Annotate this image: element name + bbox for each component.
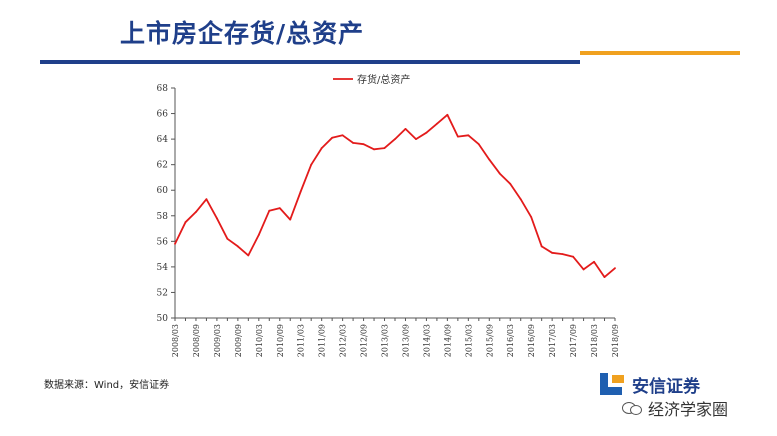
data-point <box>519 198 522 201</box>
data-point <box>320 147 323 149</box>
data-point <box>425 131 428 134</box>
data-point <box>216 217 218 220</box>
x-tick-label: 2010/09 <box>276 324 285 357</box>
y-tick-label: 68 <box>157 84 169 94</box>
x-tick-label: 2015/03 <box>464 324 473 357</box>
data-point <box>341 134 344 137</box>
x-tick-label: 2013/09 <box>401 324 410 357</box>
company-logo: 安信证券 <box>600 370 700 398</box>
x-tick-label: 2011/09 <box>318 324 327 357</box>
data-point <box>551 251 554 254</box>
y-tick-label: 66 <box>157 110 169 120</box>
data-point <box>373 148 375 151</box>
watermark: 经济学家圈 <box>622 396 728 420</box>
data-point <box>603 276 606 279</box>
x-tick-label: 2017/09 <box>569 324 578 357</box>
y-tick-label: 64 <box>157 135 169 145</box>
x-tick-label: 2014/03 <box>422 324 431 357</box>
data-point <box>488 158 491 161</box>
data-point <box>561 253 564 256</box>
x-tick-label: 2009/09 <box>234 324 243 357</box>
x-tick-label: 2017/03 <box>548 324 557 357</box>
chart: 50 52 54 56 58 60 62 64 66 68 2008/03 2008/09 2009/0… <box>135 70 635 370</box>
x-tick-label: 2012/09 <box>360 324 369 357</box>
logo-text: 安信证券 <box>632 376 700 397</box>
data-point <box>394 138 396 141</box>
data-point <box>174 242 176 245</box>
data-point <box>195 211 197 213</box>
data-point <box>572 255 574 258</box>
x-tick-label: 2016/09 <box>527 324 536 357</box>
slide-title: 上市房企存货/总资产 <box>120 19 365 48</box>
data-point <box>226 237 229 240</box>
y-tick-label: 52 <box>157 288 168 298</box>
data-point <box>614 267 616 270</box>
wechat-icon <box>622 400 642 416</box>
data-point <box>540 245 543 248</box>
data-point <box>205 198 208 201</box>
x-tick-label: 2016/03 <box>506 324 515 357</box>
x-tick-label: 2012/03 <box>339 324 348 357</box>
data-point <box>415 138 417 141</box>
title-rule-orange <box>580 51 740 55</box>
chart-svg: 50 52 54 56 58 60 62 64 66 68 2008/03 2008/09 2009/0… <box>157 73 620 357</box>
logo-mark-icon <box>600 373 626 395</box>
x-tick-label: 2008/09 <box>192 324 201 357</box>
data-point <box>236 245 239 248</box>
data-point <box>582 268 585 271</box>
data-point <box>257 234 260 236</box>
title-rule-blue <box>40 60 580 64</box>
y-tick-label: 50 <box>157 314 169 324</box>
x-tick-label: 2009/03 <box>213 324 222 357</box>
y-tick-label: 54 <box>157 263 169 273</box>
data-point <box>299 190 302 193</box>
data-point <box>383 147 386 149</box>
data-point <box>509 182 512 185</box>
watermark-text: 经济学家圈 <box>648 400 729 419</box>
data-point <box>446 113 449 116</box>
data-point <box>456 135 459 138</box>
data-point <box>278 207 281 210</box>
data-point <box>467 134 470 137</box>
y-tick-label: 56 <box>157 237 169 247</box>
data-point <box>404 127 407 130</box>
x-tick-label: 2014/09 <box>443 324 452 357</box>
data-point <box>477 143 480 146</box>
x-tick-label: 2011/03 <box>297 324 306 357</box>
data-point <box>247 254 250 257</box>
data-point <box>593 260 595 263</box>
y-tick-label: 60 <box>157 186 169 196</box>
data-point <box>498 172 501 175</box>
data-point <box>268 209 271 212</box>
x-tick-label: 2010/03 <box>255 324 264 357</box>
x-tick-label: 2018/03 <box>590 324 599 357</box>
x-tick-label: 2008/03 <box>171 324 180 357</box>
data-point <box>436 122 438 125</box>
data-point <box>530 216 533 218</box>
y-tick-label: 62 <box>157 161 168 171</box>
data-source-note: 数据来源：Wind，安信证券 <box>44 380 170 391</box>
data-point <box>184 221 187 224</box>
y-tick-label: 58 <box>157 212 169 222</box>
data-point <box>310 163 313 166</box>
data-point <box>289 218 292 221</box>
data-point <box>352 142 354 144</box>
data-point <box>362 143 365 146</box>
x-tick-label: 2013/03 <box>381 324 390 357</box>
legend-label: 存货/总资产 <box>357 73 410 86</box>
data-point <box>331 136 334 139</box>
x-tick-label: 2015/09 <box>485 324 494 357</box>
x-tick-label: 2018/09 <box>611 324 620 357</box>
